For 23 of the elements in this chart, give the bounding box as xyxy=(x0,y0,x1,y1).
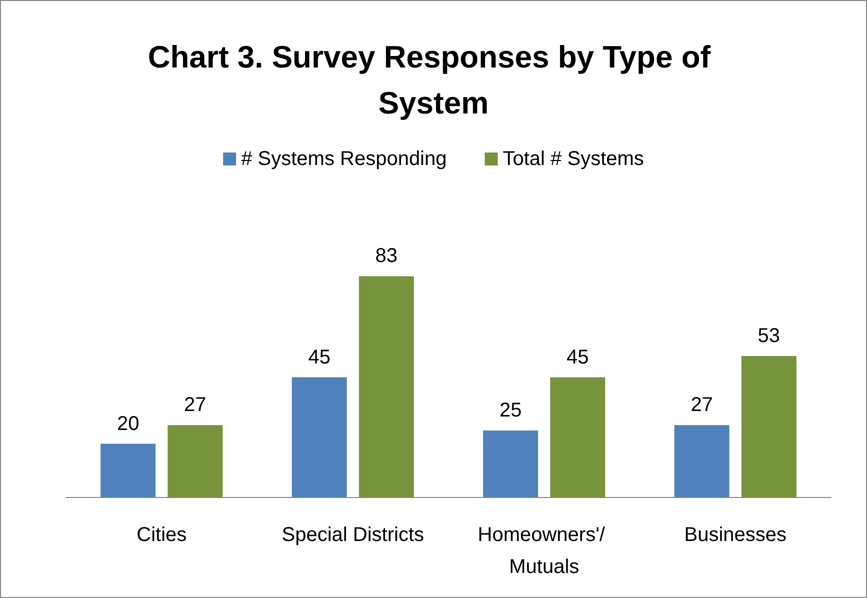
x-tick-label: Businesses xyxy=(684,524,787,546)
data-label: 83 xyxy=(375,245,398,268)
x-tick-label: Homeowners'/ Mutuals xyxy=(478,524,611,578)
data-label: 45 xyxy=(566,346,589,368)
bar xyxy=(100,444,156,497)
bar xyxy=(168,425,223,497)
chart-title: Chart 3. Survey Responses by Type of System xyxy=(148,40,720,120)
bar xyxy=(550,377,606,497)
bar xyxy=(292,377,347,497)
bar xyxy=(741,356,796,497)
data-label: 20 xyxy=(116,412,140,435)
bar xyxy=(483,430,538,497)
x-tick-label: Cities xyxy=(136,524,187,546)
data-label: 27 xyxy=(690,394,713,416)
bar xyxy=(358,276,414,497)
legend-label: Total # Systems xyxy=(502,148,644,170)
legend-label: # Systems Responding xyxy=(241,148,447,170)
x-tick-label: Special Districts xyxy=(282,524,424,546)
data-label: 25 xyxy=(499,400,522,422)
data-label: 27 xyxy=(184,394,206,416)
bar xyxy=(674,425,730,497)
data-label: 53 xyxy=(758,325,780,348)
data-label: 45 xyxy=(308,346,330,368)
